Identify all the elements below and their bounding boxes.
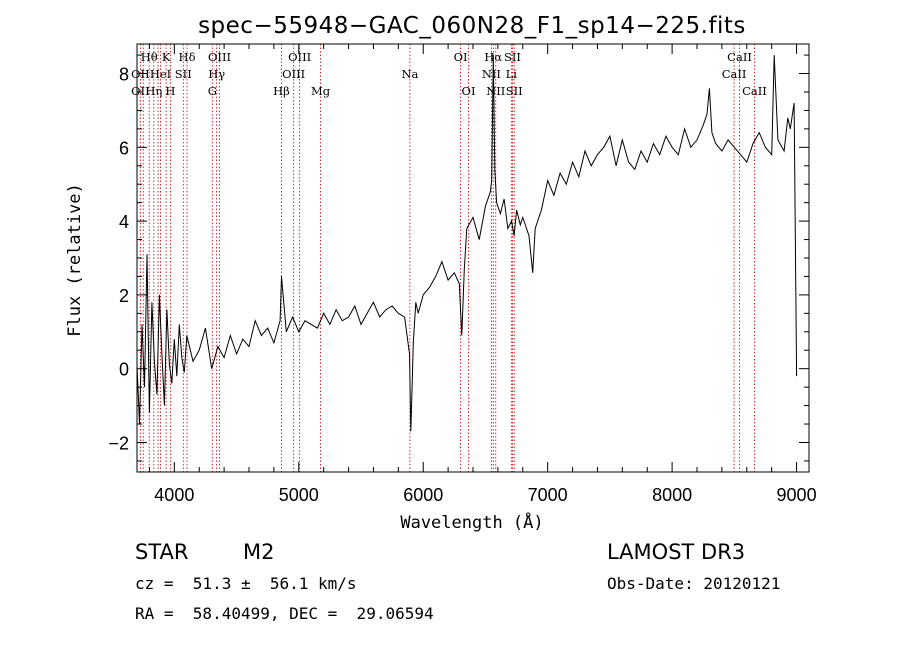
x-tick-label: 6000	[403, 485, 443, 505]
spectral-line-label: CaII	[722, 67, 747, 81]
survey-name: LAMOST DR3	[607, 540, 746, 564]
spectral-line-label: Hγ	[208, 67, 225, 81]
y-axis-ticks: −2 0 2 4 6 8	[108, 54, 809, 462]
object-subclass: M2	[243, 540, 275, 564]
x-tick-label: 4000	[154, 485, 194, 505]
spectral-line-label: SII	[506, 84, 523, 98]
spectral-line-label: Li	[506, 67, 518, 81]
obs-date: Obs-Date: 20120121	[607, 574, 781, 593]
spectral-line-label: HeI	[150, 67, 171, 81]
x-tick-label: 7000	[528, 485, 568, 505]
y-tick-label: −2	[108, 433, 129, 453]
spectral-line-label: Hθ	[141, 50, 158, 64]
spectral-line-label: Mg	[311, 84, 331, 98]
spectral-line-label: SII	[504, 50, 521, 64]
y-tick-label: 2	[119, 286, 129, 306]
y-tick-label: 0	[119, 360, 129, 380]
object-class: STAR	[135, 540, 189, 564]
spectral-line-label: CaII	[742, 84, 767, 98]
x-axis-ticks: 4000 5000 6000 7000 8000 9000	[148, 44, 817, 505]
spectral-line-label: Hη	[145, 84, 162, 98]
y-axis-label: Flux (relative)	[65, 183, 85, 337]
spectral-line-label: OI	[454, 50, 468, 64]
spectral-line-label: OII	[131, 84, 150, 98]
spectral-line-markers	[139, 44, 755, 472]
chart-title: spec−55948−GAC_060N28_F1_sp14−225.fits	[198, 13, 746, 39]
redshift-readout: cz = 51.3 ± 56.1 km/s	[135, 574, 357, 593]
y-tick-label: 4	[119, 212, 129, 232]
y-tick-label: 6	[119, 138, 129, 158]
x-tick-label: 9000	[777, 485, 817, 505]
x-tick-label: 8000	[652, 485, 692, 505]
x-tick-label: 5000	[279, 485, 319, 505]
y-tick-label: 8	[119, 65, 129, 85]
spectral-line-label: OIII	[288, 50, 311, 64]
spectral-line-label: Na	[401, 67, 418, 81]
spectral-line-label: H	[165, 84, 175, 98]
spectral-line-label: OIII	[208, 50, 231, 64]
spectral-line-label: Hδ	[179, 50, 196, 64]
flux-series-line	[136, 55, 798, 432]
spectral-line-label: G	[208, 84, 217, 98]
spectral-line-label: OI	[462, 84, 476, 98]
spectral-line-label: SII	[175, 67, 192, 81]
spectral-line-label: Hβ	[273, 84, 290, 98]
plot-frame	[136, 43, 810, 473]
x-axis-label: Wavelength (Å)	[400, 511, 543, 533]
coordinates: RA = 58.40499, DEC = 29.06594	[135, 604, 434, 623]
spectral-line-label: NII	[486, 84, 505, 98]
spectral-line-label: OIII	[282, 67, 305, 81]
spectral-line-label: NII	[482, 67, 501, 81]
spectral-line-label: K	[162, 50, 171, 64]
spectral-line-label: CaII	[727, 50, 752, 64]
